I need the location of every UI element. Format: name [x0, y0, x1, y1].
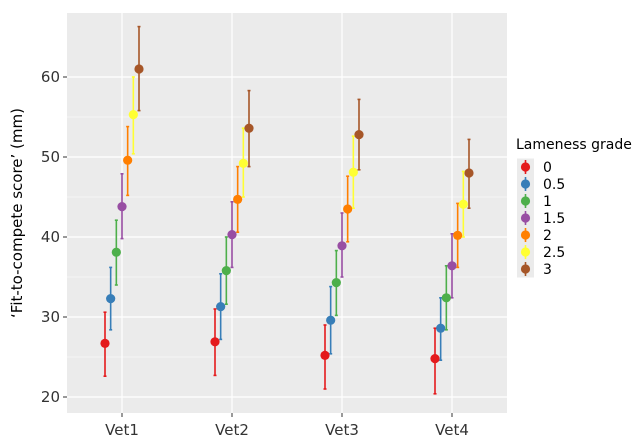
- data-point: [221, 266, 231, 276]
- legend-key-point: [520, 264, 531, 274]
- data-point: [458, 199, 468, 209]
- x-axis: Vet1 Vet2 Vet3 Vet4: [105, 413, 469, 439]
- legend-item: 1: [517, 192, 552, 210]
- data-marks: [100, 25, 474, 395]
- legend-key-point: [520, 247, 531, 257]
- legend-key-point: [520, 196, 531, 206]
- legend-label: 2: [543, 228, 552, 244]
- y-axis-title: ‘Fit-to-compete score’ (mm): [8, 108, 26, 318]
- x-tick-label: Vet3: [325, 421, 359, 439]
- data-point: [238, 158, 248, 168]
- legend-item: 0: [517, 158, 552, 176]
- data-point: [436, 323, 446, 333]
- data-point: [210, 337, 220, 347]
- legend-label: 1: [543, 194, 552, 210]
- data-point: [320, 350, 330, 360]
- data-point: [233, 194, 243, 204]
- data-point: [100, 338, 110, 348]
- data-point: [123, 155, 133, 165]
- legend-item: 3: [517, 260, 552, 278]
- data-point: [134, 64, 144, 74]
- legend-label: 3: [543, 262, 552, 278]
- y-tick-label: 60: [41, 68, 60, 86]
- legend-item: 0.5: [517, 175, 565, 193]
- data-point: [441, 293, 451, 303]
- legend-item: 1.5: [517, 209, 565, 227]
- y-axis: 20 30 40 50 60: [41, 68, 67, 406]
- x-tick-label: Vet2: [215, 421, 249, 439]
- data-point: [343, 204, 353, 214]
- data-point: [227, 230, 237, 240]
- legend: Lameness grade 00.511.522.53: [516, 137, 632, 278]
- data-point: [216, 302, 226, 312]
- data-point: [453, 230, 463, 240]
- data-point: [348, 167, 358, 177]
- legend-key-point: [520, 230, 531, 240]
- y-tick-label: 50: [41, 148, 60, 166]
- x-tick-label: Vet4: [435, 421, 469, 439]
- data-point: [337, 241, 347, 251]
- legend-label: 1.5: [543, 211, 565, 227]
- y-tick-label: 40: [41, 228, 60, 246]
- data-point: [354, 130, 364, 140]
- data-point: [128, 110, 138, 120]
- legend-key-point: [520, 179, 531, 189]
- legend-label: 0: [543, 160, 552, 176]
- data-point: [117, 202, 127, 212]
- legend-item: 2: [517, 226, 552, 244]
- data-point: [464, 168, 474, 178]
- plot-panel: [67, 13, 507, 413]
- y-tick-label: 30: [41, 308, 60, 326]
- data-point: [111, 247, 121, 257]
- legend-key-point: [520, 162, 531, 172]
- data-point: [331, 278, 341, 288]
- data-point: [447, 261, 457, 271]
- data-point: [244, 123, 254, 133]
- x-tick-label: Vet1: [105, 421, 139, 439]
- legend-item: 2.5: [517, 243, 565, 261]
- legend-label: 2.5: [543, 245, 565, 261]
- data-point: [106, 294, 116, 304]
- data-point: [430, 354, 440, 364]
- data-point: [326, 315, 336, 325]
- legend-key-point: [520, 213, 531, 223]
- y-tick-label: 20: [41, 388, 60, 406]
- legend-title: Lameness grade: [516, 137, 632, 153]
- legend-label: 0.5: [543, 177, 565, 193]
